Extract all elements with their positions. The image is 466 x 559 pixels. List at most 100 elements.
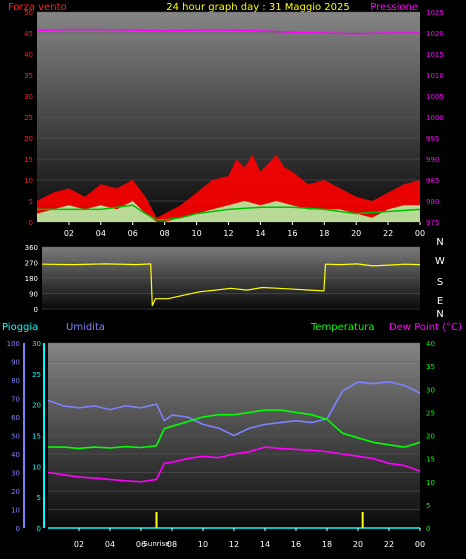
temperature-axis-tick: 40 [426,340,435,348]
climate-x-tick: 20 [353,540,363,549]
pressure-axis-tick: 1025 [426,9,444,17]
rain-axis-tick: 30 [32,340,41,348]
wind-axis-tick: 0 [29,219,33,227]
wind-direction-line [41,263,421,307]
wind-axis-tick: 25 [24,114,33,122]
rain-axis-tick: 5 [37,494,41,502]
wind-axis-tick: 40 [24,51,33,59]
wind-axis-tick: 50 [24,9,33,17]
wind-axis-tick: 15 [24,156,33,164]
humidity-axis-tick: 80 [11,377,20,385]
direction-axis-tick: 90 [29,291,38,299]
temperature-label: Temperatura [310,322,375,333]
wind-x-tick: 00 [415,229,425,238]
wind-axis-tick: 10 [24,177,33,185]
wind-x-tick: 10 [191,229,201,238]
pressure-axis-tick: 995 [426,135,439,143]
humidity-axis-tick: 90 [11,359,20,367]
wind-x-tick: 14 [255,229,265,238]
pressure-axis-tick: 1005 [426,93,444,101]
humidity-line [47,381,421,437]
climate-x-tick: 22 [384,540,394,549]
climate-x-tick: 04 [105,540,115,549]
humidity-axis-tick: 20 [11,488,20,496]
compass-label: E [437,296,443,307]
direction-axis-tick: 0 [34,306,38,314]
pressure-axis-tick: 1010 [426,72,444,80]
wind-axis-tick: 20 [24,135,33,143]
rain-axis-tick: 15 [32,433,41,441]
climate-x-tick: 16 [291,540,301,549]
pressure-label: Pressione [370,2,418,13]
rain-axis-tick: 10 [32,463,41,471]
climate-x-tick: 12 [229,540,239,549]
climate-x-tick: 08 [167,540,177,549]
direction-axis-tick: 360 [25,244,38,252]
dewpoint-line [47,446,421,483]
direction-axis-tick: 180 [25,275,38,283]
direction-axis-tick: 270 [25,260,38,268]
humidity-axis-tick: 0 [16,525,20,533]
pressure-axis-tick: 1000 [426,114,444,122]
pressure-axis-tick: 980 [426,198,439,206]
pressure-line [36,28,420,35]
humidity-axis-tick: 70 [11,396,20,404]
humidity-axis-tick: 100 [7,340,20,348]
temperature-axis-tick: 35 [426,363,435,371]
graph-title: 24 hour graph day : 31 Maggio 2025 [166,2,349,13]
wind-axis-tick: 5 [29,198,33,206]
temperature-axis-tick: 15 [426,456,435,464]
sunrise-label: Sunrise [143,540,169,548]
temperature-axis-tick: 30 [426,386,435,394]
wind-x-tick: 22 [383,229,393,238]
wind-force-label: Forza vento [8,2,67,13]
wind-axis-tick: 30 [24,93,33,101]
wind-x-tick: 08 [160,229,170,238]
temperature-axis-tick: 10 [426,479,435,487]
pressure-axis-tick: 990 [426,156,439,164]
wind-x-tick: 06 [128,229,138,238]
wind-x-tick: 12 [223,229,233,238]
wind-avg-line [37,204,421,221]
wind-x-tick: 18 [319,229,329,238]
wind-axis-tick: 45 [24,30,33,38]
rain-label: Pioggia [2,322,38,333]
temperature-axis-tick: 20 [426,433,435,441]
wind-x-tick: 16 [287,229,297,238]
rain-axis-tick: 0 [37,525,41,533]
humidity-axis-tick: 30 [11,470,20,478]
compass-label: W [435,256,445,267]
wind-speed-area [37,201,420,222]
pressure-axis-tick: 985 [426,177,439,185]
temperature-line [48,409,421,450]
climate-x-tick: 18 [322,540,332,549]
temperature-axis-tick: 25 [426,409,435,417]
pressure-axis-tick: 975 [426,219,439,227]
humidity-axis-tick: 60 [11,414,20,422]
wind-axis-tick: 35 [24,72,33,80]
humidity-label: Umidita [66,322,105,333]
temperature-axis-tick: 0 [426,525,430,533]
humidity-axis-tick: 50 [11,433,20,441]
wind-x-tick: 04 [96,229,106,238]
wind-x-tick: 20 [351,229,361,238]
compass-label: N [436,237,443,248]
pressure-axis-tick: 1020 [426,30,444,38]
climate-x-tick: 06 [136,540,146,549]
humidity-axis-tick: 40 [11,451,20,459]
compass-label: S [437,277,443,288]
temperature-axis-tick: 5 [426,502,430,510]
wind-x-tick: 02 [64,229,74,238]
rain-axis-tick: 20 [32,402,41,410]
climate-x-tick: 14 [260,540,270,549]
climate-x-tick: 10 [198,540,208,549]
climate-x-tick: 00 [415,540,425,549]
compass-label: N [436,309,443,320]
humidity-axis-tick: 10 [11,507,20,515]
pressure-axis-tick: 1015 [426,51,444,59]
rain-axis-tick: 25 [32,371,41,379]
climate-x-tick: 02 [74,540,84,549]
dewpoint-label: Dew Point (°C) [389,322,462,333]
